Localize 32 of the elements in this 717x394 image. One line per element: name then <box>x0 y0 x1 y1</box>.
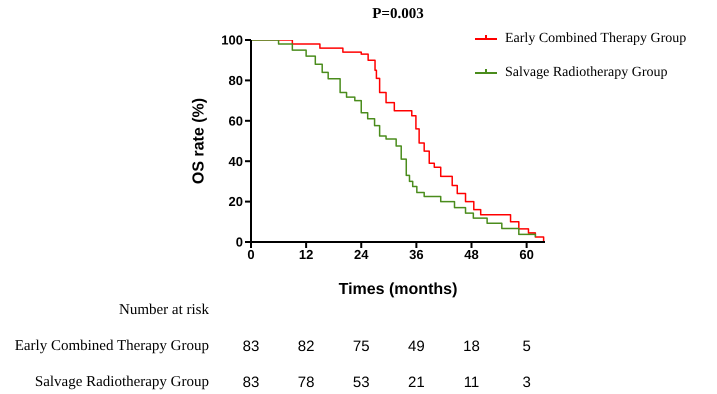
text: 49 <box>407 338 426 355</box>
text: 3 <box>521 374 532 391</box>
x-tick-label: 36 <box>409 247 424 262</box>
text: 18 <box>462 338 481 355</box>
x-tick-label: 48 <box>464 247 479 262</box>
text: 78 <box>296 374 316 391</box>
text: 83 <box>242 338 260 355</box>
text: Salvage Radiotherapy Group <box>34 374 209 391</box>
text: 83 <box>242 374 260 391</box>
text: 5 <box>521 338 532 355</box>
y-tick-label: 40 <box>228 154 243 169</box>
legend-label: Salvage Radiotherapy Group <box>505 65 668 81</box>
x-tick-label: 24 <box>354 247 370 262</box>
x-axis-title: Times (months) <box>338 281 458 298</box>
y-tick-label: 60 <box>228 113 243 128</box>
y-tick-label: 20 <box>228 194 243 210</box>
text: Early Combined Therapy Group <box>14 338 209 355</box>
x-tick-label: 12 <box>298 247 314 262</box>
x-tick-label: 60 <box>519 247 534 262</box>
x-tick-label: 0 <box>247 247 255 262</box>
text: 82 <box>296 338 316 355</box>
text: 75 <box>352 338 371 355</box>
y-tick-label: 0 <box>236 234 243 250</box>
chart-title: P=0.003 <box>371 6 425 23</box>
text: 11 <box>462 374 480 391</box>
y-tick-label: 80 <box>228 73 243 88</box>
text: 53 <box>352 374 371 391</box>
y-axis-title: OS rate (%) <box>190 98 208 184</box>
y-tick-label: 100 <box>221 32 243 48</box>
text: Number at risk <box>119 302 209 319</box>
text: 21 <box>407 374 426 391</box>
legend-label: Early Combined Therapy Group <box>505 31 686 47</box>
